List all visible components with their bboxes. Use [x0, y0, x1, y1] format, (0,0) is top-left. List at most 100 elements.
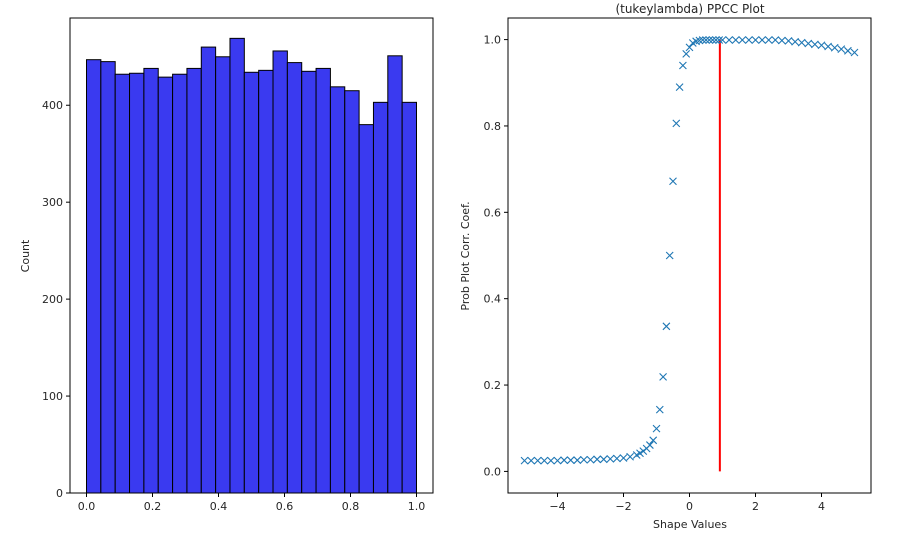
histogram-bar	[229, 37, 245, 494]
ppcc-point	[731, 36, 740, 44]
ppcc-axes-frame	[507, 17, 872, 494]
ppcc-point	[649, 436, 658, 445]
ppcc-point	[553, 456, 562, 465]
ppcc-chart-title: (tukeylambda) PPCC Plot	[615, 2, 764, 16]
histogram-bar	[86, 59, 102, 494]
ppcc-point	[626, 452, 634, 461]
histogram-bar	[258, 69, 274, 494]
ppcc-point	[606, 454, 615, 463]
ppcc-point	[580, 455, 588, 464]
histogram-y-tick-label: 400	[42, 99, 63, 112]
ppcc-points	[520, 36, 859, 465]
ppcc-point	[784, 36, 793, 45]
ppcc-point	[844, 46, 852, 55]
ppcc-point	[566, 456, 575, 465]
histogram-x-ticks: 0.0 0.2 0.4 0.6 0.8 1.0	[78, 493, 426, 513]
ppcc-x-tick-label: 2	[752, 500, 759, 513]
ppcc-y-tick-label: 1.0	[484, 34, 502, 47]
histogram-bar	[286, 62, 303, 494]
histogram-bar	[301, 70, 317, 494]
histogram-bar	[315, 67, 331, 494]
ppcc-point	[652, 424, 661, 433]
ppcc-point	[586, 455, 595, 464]
ppcc-point	[619, 454, 628, 462]
ppcc-point	[593, 455, 601, 464]
ppcc-x-tick-label: 4	[818, 500, 825, 513]
ppcc-y-tick-label: 0.6	[484, 206, 502, 219]
histogram-bar	[200, 46, 217, 494]
ppcc-x-tick-label: −2	[615, 500, 631, 513]
ppcc-point	[698, 36, 707, 44]
ppcc-point	[745, 36, 753, 44]
ppcc-y-ticks: 0.0 0.2 0.4 0.6 0.8 1.0	[484, 34, 508, 478]
histogram-bar	[401, 101, 417, 494]
histogram-x-tick-label: 1.0	[408, 500, 426, 513]
ppcc-point	[695, 36, 704, 45]
histogram-x-tick-label: 0.2	[144, 500, 162, 513]
histogram-bar	[344, 90, 360, 494]
ppcc-point	[646, 441, 654, 449]
ppcc-point	[527, 456, 535, 465]
histogram-bar	[100, 61, 116, 494]
ppcc-point	[655, 405, 664, 414]
histogram-bar	[129, 72, 145, 494]
ppcc-point	[764, 36, 773, 44]
ppcc-point	[778, 36, 786, 45]
ppcc-point	[708, 36, 717, 44]
ppcc-point	[685, 43, 694, 52]
ppcc-point	[599, 455, 608, 464]
histogram-bar	[215, 56, 231, 494]
ppcc-x-axis-label: Shape Values	[653, 518, 727, 531]
ppcc-point	[675, 83, 684, 91]
histogram-x-tick-label: 0.8	[342, 500, 360, 513]
ppcc-point	[636, 449, 644, 458]
ppcc-point	[830, 43, 839, 52]
histogram-bar	[358, 124, 374, 494]
histogram-axes-frame	[69, 17, 434, 494]
ppcc-point	[540, 456, 549, 465]
histogram-y-tick-label: 200	[42, 293, 63, 306]
histogram-y-axis-label: Count	[19, 239, 32, 272]
histogram-bar	[372, 101, 389, 494]
ppcc-point	[533, 456, 542, 465]
ppcc-point	[669, 177, 677, 186]
ppcc-point	[679, 61, 687, 70]
ppcc-point	[758, 36, 766, 44]
ppcc-x-ticks: −4 −2 0 2 4	[549, 493, 825, 513]
ppcc-point	[672, 119, 681, 128]
ppcc-point	[712, 36, 720, 44]
histogram-bar	[329, 86, 346, 494]
ppcc-point	[665, 251, 674, 260]
histogram-bar	[243, 71, 260, 494]
ppcc-point	[715, 36, 724, 44]
histogram-bar	[387, 55, 403, 494]
ppcc-point	[547, 456, 555, 465]
ppcc-point	[837, 45, 846, 53]
histogram-x-tick-label: 0.4	[210, 500, 228, 513]
ppcc-x-tick-label: 0	[686, 500, 693, 513]
histogram-bar	[186, 67, 202, 494]
histogram-x-tick-label: 0.6	[276, 500, 294, 513]
histogram-bars	[86, 37, 417, 494]
ppcc-point	[560, 456, 568, 465]
histogram-y-tick-label: 300	[42, 196, 63, 209]
ppcc-point	[662, 322, 671, 331]
ppcc-point	[613, 454, 621, 463]
ppcc-y-tick-label: 0.0	[484, 465, 502, 478]
ppcc-point	[824, 42, 832, 51]
ppcc-point	[797, 38, 806, 47]
ppcc-point	[751, 36, 760, 44]
ppcc-y-tick-label: 0.4	[484, 293, 502, 306]
ppcc-y-tick-label: 0.2	[484, 379, 502, 392]
ppcc-point	[738, 36, 747, 44]
histogram-y-tick-label: 0	[56, 487, 63, 500]
ppcc-point	[850, 48, 859, 57]
ppcc-x-tick-label: −4	[549, 500, 565, 513]
ppcc-point	[520, 456, 529, 465]
histogram-x-tick-label: 0.0	[78, 500, 96, 513]
ppcc-point	[718, 36, 727, 44]
ppcc-y-tick-label: 0.8	[484, 120, 502, 133]
ppcc-point	[573, 456, 582, 465]
ppcc-panel: (tukeylambda) PPCC Plot −4 −2 0 2 4 0.00.20.…	[459, 2, 872, 531]
